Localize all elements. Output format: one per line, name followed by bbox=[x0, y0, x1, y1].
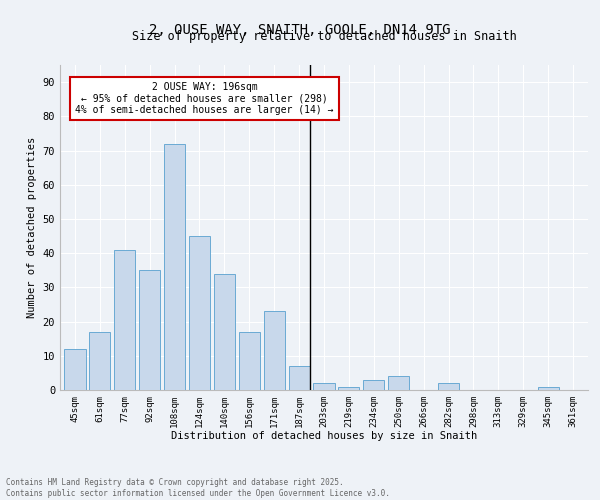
Bar bbox=[363, 380, 385, 390]
Bar bbox=[89, 332, 110, 390]
Bar bbox=[313, 383, 335, 390]
Bar bbox=[289, 366, 310, 390]
Bar bbox=[164, 144, 185, 390]
Bar bbox=[114, 250, 136, 390]
Text: 2 OUSE WAY: 196sqm
← 95% of detached houses are smaller (298)
4% of semi-detache: 2 OUSE WAY: 196sqm ← 95% of detached hou… bbox=[75, 82, 334, 116]
Text: 2, OUSE WAY, SNAITH, GOOLE, DN14 9TG: 2, OUSE WAY, SNAITH, GOOLE, DN14 9TG bbox=[149, 22, 451, 36]
Text: Contains HM Land Registry data © Crown copyright and database right 2025.
Contai: Contains HM Land Registry data © Crown c… bbox=[6, 478, 390, 498]
X-axis label: Distribution of detached houses by size in Snaith: Distribution of detached houses by size … bbox=[171, 432, 477, 442]
Bar bbox=[263, 312, 285, 390]
Y-axis label: Number of detached properties: Number of detached properties bbox=[27, 137, 37, 318]
Bar bbox=[338, 386, 359, 390]
Bar bbox=[438, 383, 459, 390]
Bar bbox=[139, 270, 160, 390]
Bar bbox=[388, 376, 409, 390]
Bar bbox=[538, 386, 559, 390]
Bar bbox=[189, 236, 210, 390]
Bar bbox=[214, 274, 235, 390]
Title: Size of property relative to detached houses in Snaith: Size of property relative to detached ho… bbox=[131, 30, 517, 43]
Bar bbox=[64, 349, 86, 390]
Bar bbox=[239, 332, 260, 390]
